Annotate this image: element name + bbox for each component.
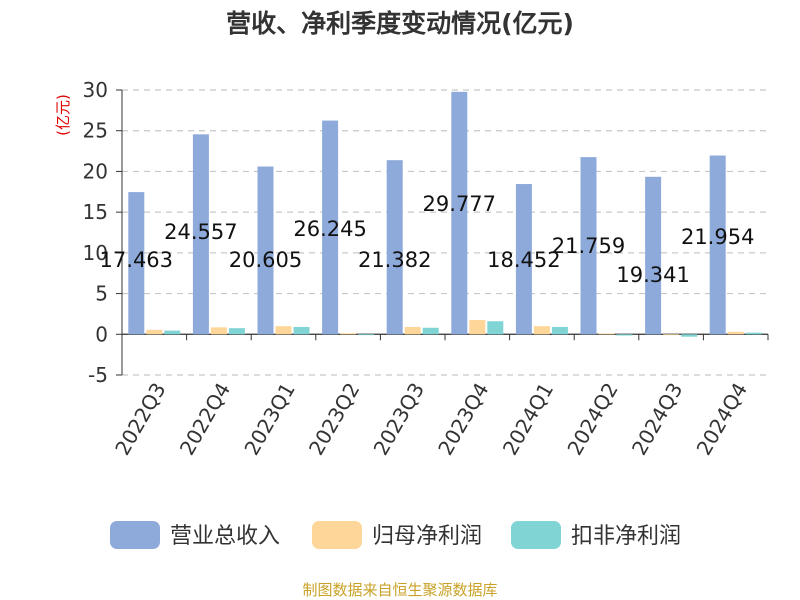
chart-title: 营收、净利季度变动情况(亿元) bbox=[226, 9, 574, 38]
bar-deducted-net-profit bbox=[293, 326, 310, 335]
y-tick-label: 30 bbox=[83, 78, 108, 102]
y-tick-label: 0 bbox=[95, 322, 108, 346]
y-tick-label: 15 bbox=[83, 200, 108, 224]
x-tick-label: 2023Q2 bbox=[304, 379, 364, 460]
x-tick-label: 2023Q4 bbox=[433, 379, 493, 460]
bar-deducted-net-profit bbox=[358, 334, 375, 336]
data-label: 20.605 bbox=[229, 248, 302, 272]
bar-net-profit bbox=[404, 326, 421, 335]
bar-revenue bbox=[709, 155, 726, 335]
y-tick-label: 10 bbox=[83, 241, 108, 265]
data-label: 21.382 bbox=[358, 248, 431, 272]
bar-revenue bbox=[451, 91, 468, 335]
bar-deducted-net-profit bbox=[487, 321, 504, 335]
bar-revenue bbox=[515, 184, 532, 335]
x-tick-label: 2024Q1 bbox=[498, 379, 558, 460]
bar-revenue bbox=[386, 160, 403, 335]
bar-net-profit bbox=[533, 326, 550, 335]
y-tick-label: 25 bbox=[83, 119, 108, 143]
legend-label: 扣非净利润 bbox=[571, 524, 681, 549]
y-tick-label: -5 bbox=[88, 363, 108, 387]
bar-deducted-net-profit bbox=[422, 327, 439, 335]
bar-deducted-net-profit bbox=[551, 326, 568, 335]
bar-revenue bbox=[257, 166, 274, 335]
y-tick-label: 20 bbox=[83, 159, 108, 183]
x-tick-label: 2023Q1 bbox=[239, 379, 299, 460]
x-tick-label: 2024Q3 bbox=[627, 379, 687, 460]
bar-deducted-net-profit bbox=[745, 332, 762, 335]
bar-net-profit bbox=[663, 334, 680, 336]
bar-net-profit bbox=[275, 326, 292, 335]
x-tick-label: 2023Q3 bbox=[369, 379, 429, 460]
data-label: 19.341 bbox=[616, 263, 689, 287]
x-tick-label: 2022Q3 bbox=[110, 379, 170, 460]
grid-lines bbox=[122, 89, 768, 376]
data-labels: 17.463 24.557 20.605 26.245 21.382 29.777 18.4… bbox=[100, 192, 755, 287]
bars bbox=[128, 91, 762, 337]
bar-deducted-net-profit bbox=[228, 328, 245, 335]
x-tick-label: 2024Q4 bbox=[692, 379, 752, 460]
legend-swatch bbox=[312, 521, 362, 549]
y-axis-label: (亿元) bbox=[54, 94, 72, 136]
bar-net-profit bbox=[340, 333, 357, 335]
legend-swatch bbox=[110, 521, 160, 549]
data-label: 21.759 bbox=[552, 234, 625, 258]
bar-deducted-net-profit bbox=[164, 330, 181, 335]
data-label: 17.463 bbox=[100, 248, 173, 272]
bar-net-profit bbox=[727, 331, 744, 335]
bar-revenue bbox=[322, 120, 339, 335]
legend: 营业总收入 归母净利润 扣非净利润 bbox=[110, 521, 681, 549]
data-label: 29.777 bbox=[423, 192, 496, 216]
x-tick-label: 2022Q4 bbox=[175, 379, 235, 460]
legend-swatch bbox=[511, 521, 561, 549]
data-label: 21.954 bbox=[681, 225, 754, 249]
y-tick-label: 5 bbox=[95, 282, 108, 306]
bar-net-profit bbox=[210, 327, 227, 335]
bar-deducted-net-profit bbox=[681, 334, 698, 337]
legend-label: 营业总收入 bbox=[170, 524, 280, 549]
bar-revenue bbox=[580, 157, 597, 335]
source-note: 制图数据来自恒生聚源数据库 bbox=[302, 581, 498, 599]
bar-net-profit bbox=[146, 329, 163, 335]
bar-revenue bbox=[192, 134, 209, 335]
x-tick-label: 2024Q2 bbox=[562, 379, 622, 460]
data-label: 24.557 bbox=[164, 220, 237, 244]
data-label: 26.245 bbox=[293, 217, 366, 241]
bar-revenue bbox=[645, 176, 662, 335]
legend-label: 归母净利润 bbox=[372, 524, 482, 549]
bar-net-profit bbox=[469, 320, 486, 335]
data-label: 18.452 bbox=[487, 248, 560, 272]
bar-revenue bbox=[128, 192, 145, 335]
bar-net-profit bbox=[598, 333, 615, 335]
bar-deducted-net-profit bbox=[616, 334, 633, 336]
